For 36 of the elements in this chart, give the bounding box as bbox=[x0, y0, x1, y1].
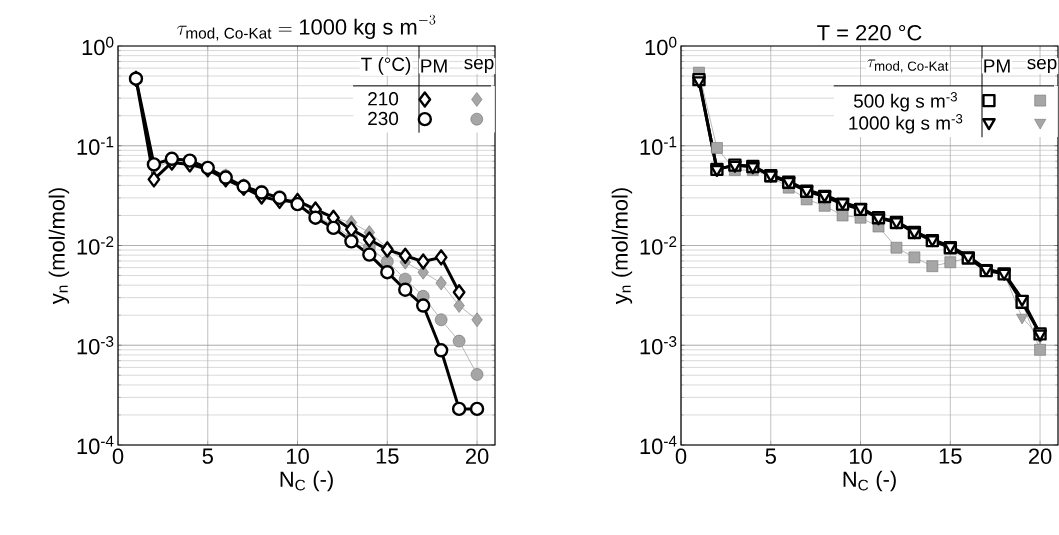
x-tick-label: 10 bbox=[287, 448, 309, 465]
chart-title: $\text{T = 220 °C}$ bbox=[817, 24, 922, 41]
annotation: PM bbox=[984, 59, 1010, 73]
x-axis-title: N$_{C}$ (-) bbox=[280, 470, 333, 492]
legend-label: 230 bbox=[368, 111, 399, 126]
x-tick-label: 0 bbox=[675, 448, 687, 465]
x-tick-label: 20 bbox=[465, 448, 489, 465]
x-tick-label: 10 bbox=[850, 448, 872, 465]
x-tick-label: 20 bbox=[1028, 448, 1052, 465]
y-tick-label: 10$^{-3}$ bbox=[77, 336, 114, 355]
legend-title: $\tau_{\text{mod, Co-Kat}}$ bbox=[867, 59, 949, 73]
x-tick-label: 0 bbox=[112, 448, 124, 465]
legend-label: 500 kg s m$^{-3}$ bbox=[853, 92, 957, 112]
y-axis-title: y$_{n}$ (mol/mol) bbox=[48, 188, 70, 305]
x-tick-label: 15 bbox=[939, 448, 962, 464]
x-tick-label: 5 bbox=[765, 448, 776, 464]
y-tick-label: 10$^{-4}$ bbox=[640, 435, 677, 455]
y-axis-title: y$_{n}$ (mol/mol) bbox=[611, 188, 633, 305]
x-tick-label: 15 bbox=[376, 448, 399, 464]
annotation: sep bbox=[464, 58, 494, 73]
annotation: PM bbox=[421, 59, 447, 73]
legend-title: $\text{T (°C)}$ bbox=[361, 57, 411, 75]
y-tick-label: 10$^{0}$ bbox=[82, 36, 114, 56]
x-axis-title: N$_{C}$ (-) bbox=[843, 470, 896, 492]
y-tick-label: 10$^{-3}$ bbox=[640, 336, 677, 355]
y-tick-label: 10$^{-4}$ bbox=[77, 435, 114, 455]
legend-label: 1000 kg s m$^{-3}$ bbox=[849, 114, 963, 134]
y-tick-label: 10$^{-1}$ bbox=[77, 136, 114, 155]
y-tick-label: 10$^{-2}$ bbox=[640, 236, 677, 255]
x-tick-label: 5 bbox=[202, 448, 213, 464]
y-tick-label: 10$^{-1}$ bbox=[640, 136, 677, 155]
y-tick-label: 10$^{0}$ bbox=[645, 36, 677, 56]
chart-title: $\tau_{\text{mod, Co-Kat}} = \text{1000 kg s m}^{-3}$ bbox=[177, 14, 436, 41]
legend-label: 210 bbox=[368, 92, 399, 106]
annotation: sep bbox=[1027, 58, 1057, 73]
y-tick-label: 10$^{-2}$ bbox=[77, 236, 114, 255]
